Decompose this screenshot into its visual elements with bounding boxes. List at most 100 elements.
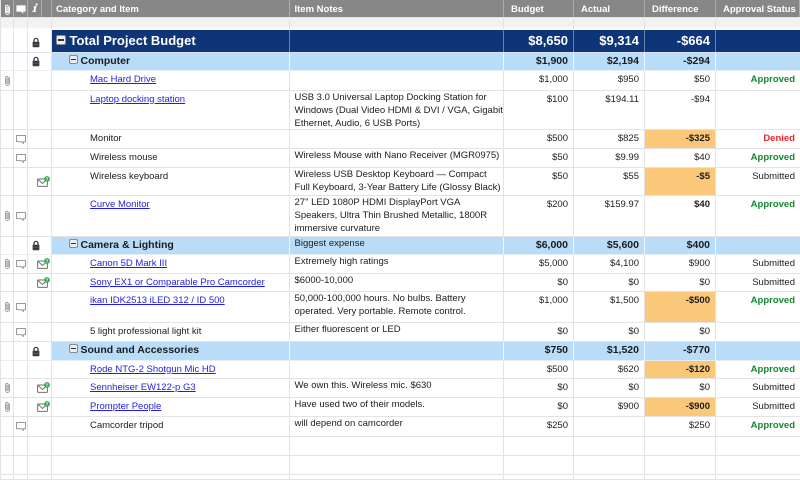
approval-status-cell[interactable]: Submitted <box>752 400 795 412</box>
category-cell[interactable] <box>52 437 290 455</box>
approval-status-cell[interactable] <box>716 30 800 52</box>
notes-cell[interactable]: Wireless USB Desktop Keyboard — Compact … <box>290 168 504 195</box>
approval-status-cell[interactable]: Denied <box>763 132 795 144</box>
column-header-notes[interactable]: Item Notes <box>290 0 504 17</box>
approval-status-cell[interactable]: Approved <box>750 73 795 85</box>
update-request-icon[interactable]: ? <box>36 382 50 394</box>
actual-cell[interactable]: $1,500 <box>574 292 645 322</box>
actual-cell[interactable] <box>574 417 645 436</box>
difference-cell[interactable]: -$900 <box>645 398 716 416</box>
notes-cell[interactable]: 27" LED 1080P HDMI DisplayPort VGA Speak… <box>290 196 504 236</box>
budget-cell[interactable]: $1,900 <box>504 53 574 70</box>
category-cell[interactable] <box>52 475 290 479</box>
column-header-budget[interactable]: Budget <box>504 0 574 17</box>
category-cell[interactable]: Rode NTG-2 Shotgun Mic HD <box>52 361 290 378</box>
approval-status-cell[interactable] <box>716 237 800 254</box>
actual-cell[interactable]: $4,100 <box>574 255 645 273</box>
attachment-cell[interactable] <box>1 196 14 236</box>
budget-cell[interactable]: $250 <box>504 417 574 436</box>
actual-cell[interactable]: $0 <box>574 379 645 397</box>
actual-cell[interactable] <box>574 437 645 455</box>
notes-cell[interactable]: Biggest expense <box>290 237 504 254</box>
paperclip-icon[interactable] <box>4 301 11 313</box>
update-request-icon[interactable]: ? <box>36 276 50 289</box>
column-header-approval-status[interactable]: Approval Status <box>716 0 800 17</box>
paperclip-icon[interactable] <box>4 382 11 394</box>
approval-status-cell[interactable]: Submitted <box>752 381 795 393</box>
approval-status-cell[interactable] <box>716 18 800 29</box>
notes-cell[interactable]: $6000-10,000 <box>290 274 504 291</box>
notes-cell[interactable] <box>290 130 504 148</box>
collapse-toggle[interactable] <box>69 343 78 353</box>
column-header-difference[interactable]: Difference <box>645 0 716 17</box>
column-header-comments[interactable] <box>14 0 28 17</box>
category-cell[interactable]: Sony EX1 or Comparable Pro Camcorder <box>52 274 290 291</box>
category-cell[interactable] <box>52 456 290 474</box>
difference-cell[interactable]: $0 <box>645 323 716 341</box>
budget-cell[interactable]: $1,000 <box>504 71 574 90</box>
actual-cell[interactable]: $0 <box>574 274 645 291</box>
approval-status-cell[interactable]: Submitted <box>752 257 795 269</box>
comment-cell[interactable] <box>14 292 28 322</box>
difference-cell[interactable] <box>645 18 716 29</box>
category-cell[interactable]: Wireless mouse <box>52 149 290 167</box>
budget-cell[interactable]: $500 <box>504 361 574 378</box>
comment-cell[interactable] <box>14 255 28 273</box>
difference-cell[interactable]: -$770 <box>645 342 716 360</box>
difference-cell[interactable]: $40 <box>645 149 716 167</box>
item-link[interactable]: Canon 5D Mark III <box>90 257 168 269</box>
actual-cell[interactable]: $950 <box>574 71 645 90</box>
update-request-icon[interactable]: ? <box>36 258 50 270</box>
budget-cell[interactable]: $200 <box>504 196 574 236</box>
budget-cell[interactable] <box>504 475 574 479</box>
budget-cell[interactable]: $6,000 <box>504 237 574 254</box>
attachment-cell[interactable] <box>1 379 14 397</box>
approval-status-cell[interactable] <box>716 475 800 479</box>
approval-status-cell[interactable]: Approved <box>750 363 795 375</box>
budget-cell[interactable]: $500 <box>504 130 574 148</box>
column-header-category[interactable]: Category and Item <box>52 0 290 17</box>
difference-cell[interactable] <box>645 437 716 455</box>
category-cell[interactable]: Prompter People <box>52 398 290 416</box>
difference-cell[interactable]: -$5 <box>645 168 716 195</box>
notes-cell[interactable]: Wireless Mouse with Nano Receiver (MGR09… <box>290 149 504 167</box>
comment-cell[interactable] <box>14 196 28 236</box>
difference-cell[interactable] <box>645 475 716 479</box>
item-link[interactable]: Rode NTG-2 Shotgun Mic HD <box>90 363 216 375</box>
budget-cell[interactable]: $50 <box>504 168 574 195</box>
comment-bubble-icon[interactable] <box>15 302 26 312</box>
budget-cell[interactable]: $0 <box>504 323 574 341</box>
attachment-cell[interactable] <box>1 292 14 322</box>
actual-cell[interactable]: $825 <box>574 130 645 148</box>
actual-cell[interactable]: $9,314 <box>574 30 645 52</box>
comment-cell[interactable] <box>14 323 28 341</box>
difference-cell[interactable]: $0 <box>645 274 716 291</box>
approval-status-cell[interactable] <box>716 323 800 341</box>
item-link[interactable]: Sony EX1 or Comparable Pro Camcorder <box>90 276 265 288</box>
budget-cell[interactable]: $100 <box>504 91 574 129</box>
actual-cell[interactable] <box>574 475 645 479</box>
actual-cell[interactable]: $2,194 <box>574 53 645 70</box>
actual-cell[interactable]: $900 <box>574 398 645 416</box>
approval-status-cell[interactable] <box>716 342 800 360</box>
actual-cell[interactable]: $194.11 <box>574 91 645 129</box>
column-header-attachments[interactable] <box>1 0 14 17</box>
category-cell[interactable]: Sennheiser EW122-p G3 <box>52 379 290 397</box>
notes-cell[interactable]: USB 3.0 Universal Laptop Docking Station… <box>290 91 504 129</box>
notes-cell[interactable]: Have used two of their models. <box>290 398 504 416</box>
category-cell[interactable]: Curve Monitor <box>52 196 290 236</box>
category-cell[interactable]: Monitor <box>52 130 290 148</box>
difference-cell[interactable]: -$325 <box>645 130 716 148</box>
item-link[interactable]: Laptop docking station <box>90 93 186 105</box>
category-cell[interactable]: Total Project Budget <box>52 30 290 52</box>
notes-cell[interactable]: Extremely high ratings <box>290 255 504 273</box>
difference-cell[interactable]: $400 <box>645 237 716 254</box>
budget-cell[interactable] <box>504 456 574 474</box>
category-cell[interactable]: Computer <box>52 53 290 70</box>
column-header-actual[interactable]: Actual <box>574 0 645 17</box>
approval-status-cell[interactable] <box>716 91 800 129</box>
actual-cell[interactable]: $620 <box>574 361 645 378</box>
attachment-cell[interactable] <box>1 255 14 273</box>
budget-cell[interactable]: $750 <box>504 342 574 360</box>
notes-cell[interactable]: 50,000-100,000 hours. No bulbs. Battery … <box>290 292 504 322</box>
